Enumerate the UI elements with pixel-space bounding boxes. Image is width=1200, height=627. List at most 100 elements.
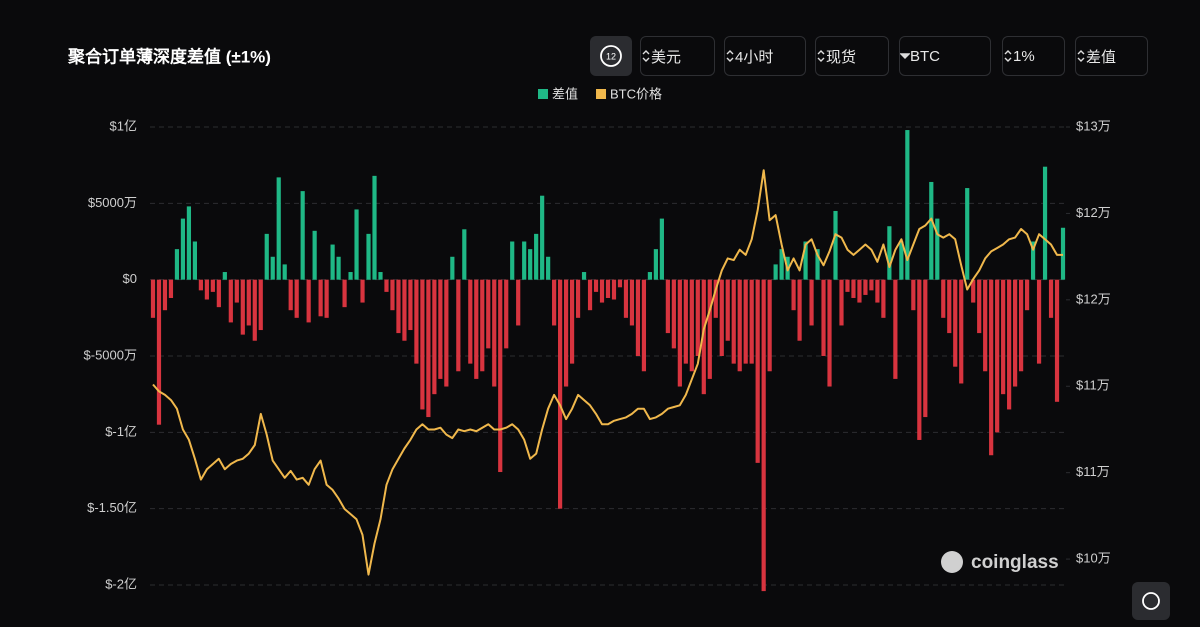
bar — [510, 241, 515, 280]
chevron — [1077, 50, 1085, 62]
bar — [438, 279, 443, 379]
refresh-button[interactable] — [590, 36, 632, 76]
bar — [857, 279, 862, 303]
bar — [941, 279, 946, 318]
bar — [306, 279, 311, 323]
y2-tick-label: $10万 — [1076, 551, 1111, 566]
bar — [677, 279, 682, 387]
bar — [414, 279, 419, 364]
bar — [683, 279, 688, 364]
bar — [1001, 279, 1006, 395]
bar — [1019, 279, 1024, 372]
bar — [671, 279, 676, 349]
toolbar-button[interactable]: 差值 — [1075, 36, 1148, 76]
bar — [809, 279, 814, 326]
y-tick-label: $0 — [123, 271, 137, 286]
bar — [354, 209, 359, 280]
y2-tick-label: $11万 — [1076, 378, 1110, 393]
bar — [162, 279, 168, 311]
watermark-logo: coinglass — [941, 551, 1059, 573]
bar — [486, 279, 491, 349]
legend-label: BTC价格 — [610, 86, 662, 101]
settings-button[interactable] — [1132, 582, 1170, 620]
bar — [444, 279, 449, 387]
bar — [653, 249, 658, 280]
y2-tick-label: $11万 — [1076, 464, 1110, 479]
bar — [378, 272, 383, 280]
bar — [294, 279, 299, 318]
chevron — [817, 50, 825, 62]
bar — [779, 249, 784, 280]
bar — [240, 279, 245, 335]
bar — [707, 279, 712, 379]
bar — [210, 279, 215, 292]
bar — [246, 279, 251, 326]
bar — [258, 279, 263, 331]
bar — [318, 279, 323, 317]
bar — [647, 272, 653, 280]
bar — [324, 279, 329, 318]
bar — [150, 279, 156, 318]
bar — [731, 279, 736, 364]
button-label: 美元 — [651, 48, 682, 66]
toolbar-button[interactable]: 4小时 — [724, 36, 806, 76]
bar — [953, 279, 958, 367]
bar — [623, 279, 629, 318]
bar — [336, 256, 341, 280]
bar — [695, 279, 700, 356]
bar — [635, 279, 641, 356]
bar — [300, 191, 305, 280]
bar — [929, 181, 934, 280]
bar — [923, 279, 928, 418]
bar — [773, 264, 778, 280]
y2-tick-label: $12万 — [1076, 205, 1111, 220]
bar — [1054, 279, 1060, 402]
bar — [563, 279, 569, 387]
bar — [366, 233, 371, 280]
bar — [659, 218, 664, 280]
bar — [881, 279, 886, 318]
bar — [450, 256, 455, 280]
bar — [492, 279, 497, 387]
bar — [827, 279, 832, 387]
bar — [252, 279, 257, 341]
toolbar-button[interactable]: 1% — [1002, 36, 1065, 76]
toolbar-button[interactable]: 现货 — [815, 36, 889, 76]
bar — [803, 241, 808, 280]
bar — [977, 279, 982, 334]
bar — [575, 279, 581, 318]
chevron — [726, 50, 734, 62]
bar — [426, 279, 431, 418]
bar — [869, 279, 874, 291]
legend-swatch — [596, 89, 607, 99]
y-tick-label: $1亿 — [110, 118, 137, 133]
bar — [617, 279, 623, 288]
bar — [851, 279, 856, 298]
bar — [420, 279, 425, 410]
bar — [911, 279, 916, 311]
toolbar-button[interactable]: 美元 — [640, 36, 715, 76]
bar — [749, 279, 754, 364]
bar — [689, 279, 694, 372]
bar — [456, 279, 461, 372]
bar — [216, 279, 221, 308]
bar — [534, 233, 539, 280]
bar — [330, 244, 335, 280]
bar — [935, 218, 940, 280]
bar — [959, 279, 964, 384]
toolbar-button[interactable]: BTC — [899, 36, 991, 76]
bar — [192, 241, 197, 280]
y2-tick-label: $12万 — [1076, 291, 1111, 306]
bar — [360, 279, 365, 303]
bar — [558, 279, 563, 509]
bar — [372, 175, 377, 280]
bar — [989, 279, 994, 456]
bar — [1048, 279, 1054, 318]
bar — [863, 279, 868, 295]
bar — [839, 279, 844, 326]
bar — [725, 279, 730, 341]
button-label: 1% — [1013, 47, 1035, 65]
bar — [288, 279, 293, 311]
bar — [1013, 279, 1018, 387]
